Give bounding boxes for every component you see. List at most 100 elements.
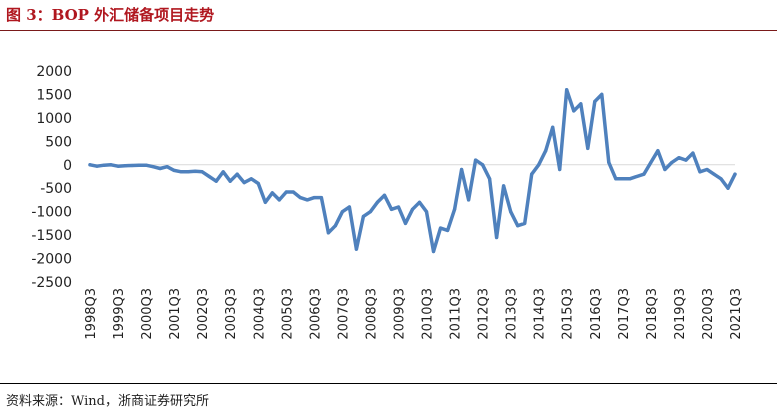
series-layer xyxy=(88,88,737,254)
data-point xyxy=(361,214,366,218)
data-point xyxy=(312,196,316,200)
x-tick-label: 2020Q3 xyxy=(701,288,716,340)
data-point xyxy=(565,88,569,92)
data-point xyxy=(459,167,464,172)
data-point xyxy=(445,228,450,233)
x-tick-label: 2016Q3 xyxy=(589,288,604,340)
data-point xyxy=(593,99,597,104)
data-point xyxy=(719,177,723,181)
data-point xyxy=(502,184,506,188)
data-point xyxy=(179,170,183,174)
x-tick-label: 2018Q3 xyxy=(645,288,660,340)
data-point xyxy=(389,207,394,211)
data-point xyxy=(88,163,92,167)
data-point xyxy=(586,146,590,150)
data-point xyxy=(410,207,415,211)
data-point xyxy=(698,170,702,174)
data-point xyxy=(466,198,471,202)
data-point xyxy=(473,158,478,162)
data-point xyxy=(228,179,232,183)
y-tick-label: -1000 xyxy=(31,205,72,221)
data-point xyxy=(242,180,246,185)
data-point xyxy=(509,210,513,214)
data-point xyxy=(396,205,401,209)
data-point xyxy=(677,156,681,160)
x-tick-label: 2013Q3 xyxy=(505,288,520,340)
data-point xyxy=(614,177,618,181)
data-point xyxy=(558,167,562,172)
data-point xyxy=(102,163,106,167)
x-tick-label: 2002Q3 xyxy=(196,288,211,340)
data-point xyxy=(523,221,527,225)
data-point xyxy=(537,163,541,167)
data-point xyxy=(368,210,373,214)
x-tick-label: 2011Q3 xyxy=(449,288,464,340)
title-divider xyxy=(0,30,777,31)
data-point xyxy=(305,198,309,202)
data-point xyxy=(417,200,422,204)
data-point xyxy=(144,163,148,167)
data-point xyxy=(249,177,253,181)
data-point xyxy=(452,207,457,211)
line-chart: 2000 1500 1000 500 0 -500 -1000 -1500 -2000 -2500… xyxy=(31,64,744,340)
data-point xyxy=(158,166,162,171)
data-point xyxy=(635,174,639,179)
y-tick-label: 2000 xyxy=(36,64,72,80)
data-point xyxy=(347,205,352,209)
data-point xyxy=(488,177,492,181)
data-point xyxy=(95,164,99,168)
data-point xyxy=(382,193,387,197)
y-tick-label: -2500 xyxy=(31,275,72,291)
data-point xyxy=(263,200,267,204)
data-point xyxy=(123,164,127,168)
x-tick-label: 2010Q3 xyxy=(421,288,436,340)
data-point xyxy=(186,170,190,174)
data-point xyxy=(600,92,604,97)
y-axis: 2000 1500 1000 500 0 -500 -1000 -1500 -2000 -2500 xyxy=(31,64,72,291)
y-tick-label: 1000 xyxy=(36,111,72,127)
data-point xyxy=(431,249,436,254)
data-point xyxy=(691,151,695,155)
data-point xyxy=(530,172,534,176)
data-point xyxy=(319,196,323,200)
source-divider xyxy=(0,383,777,384)
x-tick-label: 2021Q3 xyxy=(729,288,744,340)
data-point xyxy=(137,163,141,167)
data-point xyxy=(403,221,408,225)
data-point xyxy=(670,160,674,165)
y-tick-label: -500 xyxy=(40,181,72,197)
source-note: 资料来源：Wind，浙商证券研究所 xyxy=(6,394,209,409)
data-point xyxy=(481,163,485,167)
x-tick-label: 2005Q3 xyxy=(280,288,295,340)
data-point xyxy=(235,172,239,176)
data-point xyxy=(221,170,225,174)
data-point xyxy=(656,149,660,153)
data-point xyxy=(284,190,288,194)
data-point xyxy=(172,168,176,173)
x-tick-label: 2001Q3 xyxy=(168,288,183,340)
data-point xyxy=(193,169,197,173)
x-tick-label: 2019Q3 xyxy=(673,288,688,340)
data-point xyxy=(200,170,204,174)
data-point xyxy=(270,191,274,195)
data-point xyxy=(326,231,330,235)
x-tick-label: 2017Q3 xyxy=(617,288,632,340)
data-point xyxy=(551,125,555,129)
data-point xyxy=(572,109,576,113)
y-tick-label: -2000 xyxy=(31,252,72,268)
y-tick-label: 1500 xyxy=(36,87,72,103)
data-point xyxy=(712,172,716,176)
x-tick-label: 2008Q3 xyxy=(364,288,379,340)
x-tick-label: 2006Q3 xyxy=(308,288,323,340)
data-point xyxy=(165,165,169,169)
data-point xyxy=(684,158,688,162)
x-axis: 1998Q3 1999Q3 2000Q3 2001Q3 2002Q3 2003Q3 2004… xyxy=(84,164,744,340)
data-point xyxy=(579,102,583,106)
x-tick-label: 2000Q3 xyxy=(140,288,155,340)
data-point xyxy=(438,226,443,230)
data-point xyxy=(277,198,281,202)
x-tick-label: 2003Q3 xyxy=(224,288,239,340)
data-point xyxy=(116,164,120,168)
data-point xyxy=(109,163,113,167)
data-point xyxy=(340,210,344,214)
